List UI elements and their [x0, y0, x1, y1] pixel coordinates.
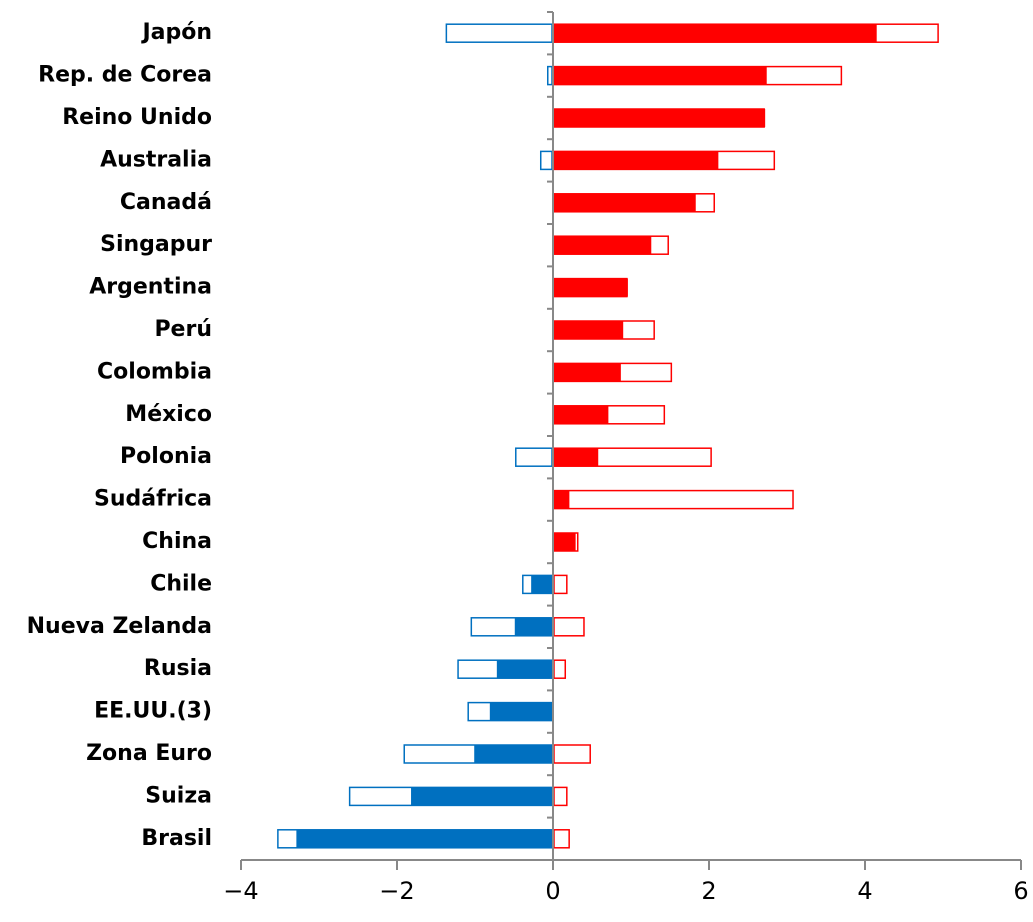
category-label: Rep. de Corea: [38, 63, 212, 88]
x-tick-label: 6: [1013, 877, 1028, 905]
bar: [553, 236, 652, 255]
category-label: Australia: [100, 147, 212, 172]
bar: [553, 321, 624, 339]
category-label: Colombia: [97, 359, 212, 384]
bar: [553, 66, 767, 85]
bar: [553, 363, 621, 382]
x-tick-label: −2: [379, 877, 414, 905]
bar-outline: [445, 23, 553, 43]
category-label: Brasil: [141, 826, 212, 851]
bar: [553, 533, 576, 551]
bar: [489, 702, 553, 721]
category-label: Chile: [150, 571, 212, 596]
bar: [553, 490, 570, 509]
category-label: China: [142, 529, 212, 554]
category-label: EE.UU.(3): [94, 699, 212, 724]
category-label: Singapur: [100, 232, 212, 257]
bar: [553, 151, 719, 170]
bar-outline: [553, 617, 585, 637]
bar: [296, 829, 553, 848]
bar: [553, 24, 877, 43]
bar-outline: [553, 659, 567, 679]
bar: [496, 660, 553, 679]
bar: [553, 405, 609, 424]
x-tick-label: 4: [857, 877, 872, 905]
x-tick-label: 2: [701, 877, 716, 905]
bar: [514, 617, 553, 636]
category-label: Reino Unido: [62, 105, 212, 130]
bar: [553, 109, 766, 127]
bar-outline: [553, 829, 570, 849]
category-label: Sudáfrica: [94, 487, 212, 512]
bar-outline: [539, 150, 553, 171]
bar-outline: [553, 786, 568, 807]
category-label: Suiza: [145, 783, 212, 808]
bar: [474, 745, 553, 763]
bar: [553, 193, 696, 212]
category-label: Polonia: [120, 444, 212, 469]
bar: [531, 575, 553, 594]
bar-outline: [553, 489, 794, 510]
bar-outline: [553, 574, 568, 595]
bar: [553, 278, 628, 297]
category-label: Canadá: [120, 190, 212, 215]
bar: [411, 787, 553, 806]
bar: [553, 448, 599, 467]
category-label: Japón: [140, 20, 212, 45]
x-tick-label: 0: [545, 877, 560, 905]
bar-outline: [553, 744, 591, 764]
bar-outline: [547, 65, 553, 86]
category-label: México: [125, 402, 212, 427]
category-label: Zona Euro: [86, 741, 212, 766]
bar-outline: [515, 447, 553, 467]
x-tick-label: −4: [223, 877, 258, 905]
category-label: Argentina: [89, 275, 212, 300]
category-label: Nueva Zelanda: [27, 614, 212, 639]
category-label: Rusia: [144, 656, 212, 681]
category-label: Perú: [154, 317, 212, 342]
